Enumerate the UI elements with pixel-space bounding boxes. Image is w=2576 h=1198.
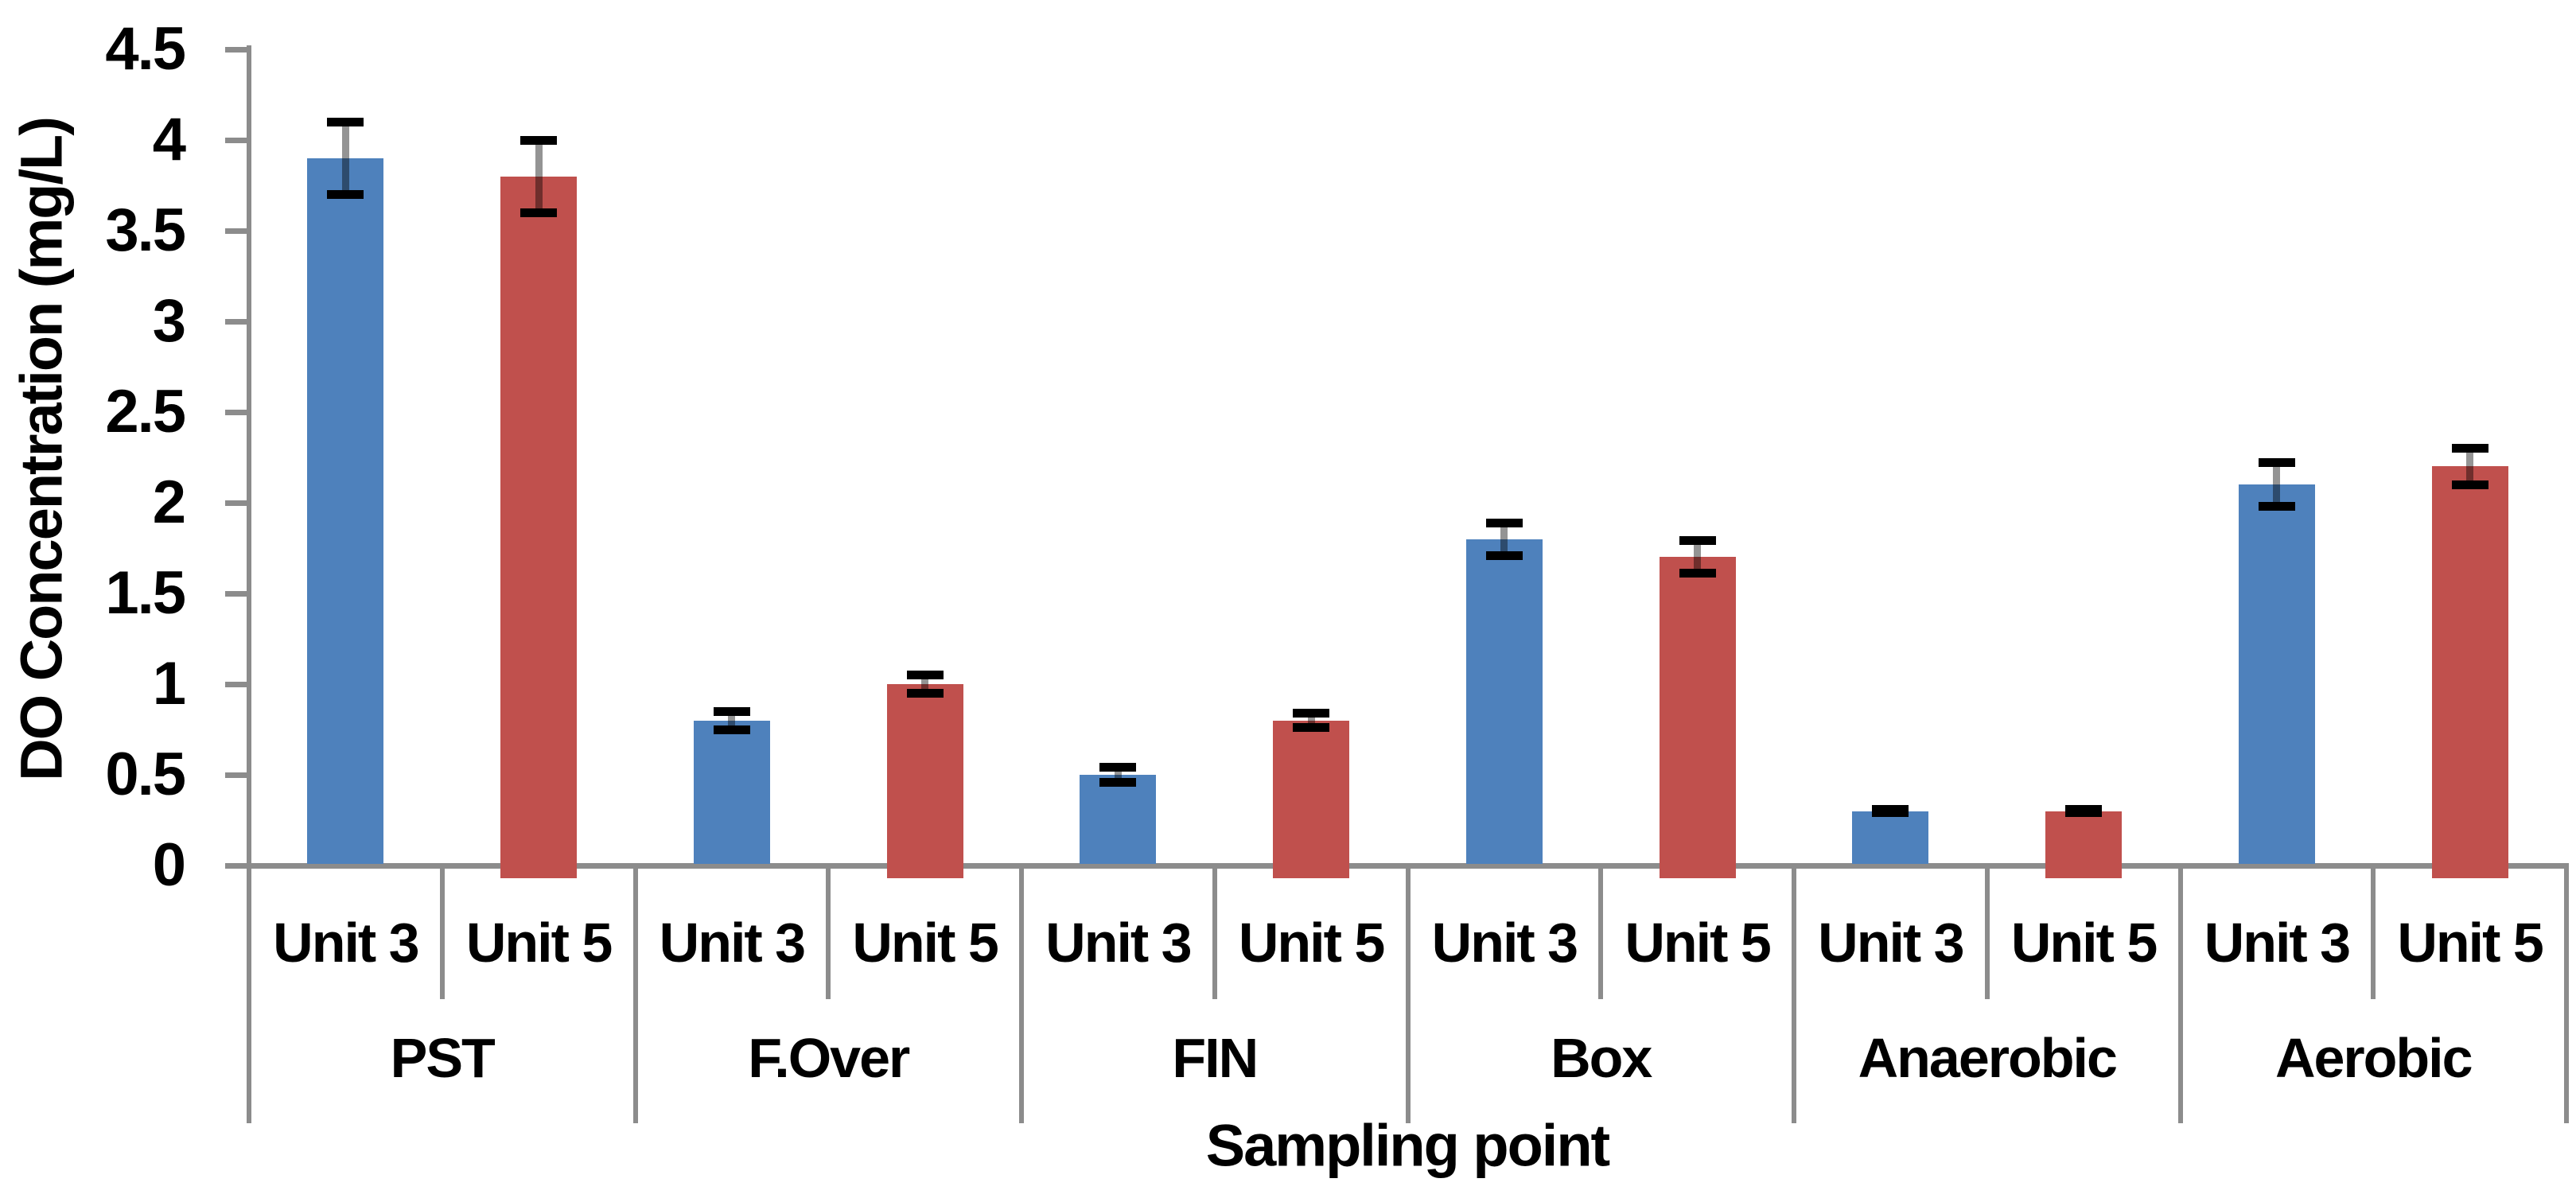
y-tick-0-5 [225, 772, 248, 778]
unit-label-anaerobic-unit-3: Unit 3 [1818, 912, 1964, 974]
group-label-anaerobic: Anaerobic [1858, 1027, 2118, 1089]
y-tick-label-4: 4 [152, 106, 186, 173]
error-whisker-f-over-unit-5 [921, 675, 929, 694]
y-tick-2 [225, 500, 248, 506]
error-cap-bottom-anaerobic-unit-5 [2065, 808, 2103, 818]
bar-anaerobic-unit-3 [1852, 811, 1929, 864]
error-cap-top-box-unit-3 [1485, 518, 1523, 527]
y-tick-label-3: 3 [152, 287, 186, 355]
error-cap-bottom-pst-unit-3 [327, 189, 364, 199]
y-tick-label-2: 2 [152, 469, 186, 536]
y-tick-0 [225, 862, 248, 869]
error-cap-top-f-over-unit-3 [713, 706, 750, 716]
group-label-box: Box [1551, 1027, 1652, 1089]
error-whisker-f-over-unit-3 [728, 711, 736, 729]
x-axis-title: Sampling point [1205, 1112, 1610, 1179]
y-tick-4-5 [225, 46, 248, 53]
bar-box-unit-5 [1659, 557, 1736, 878]
group-separator-0 [247, 869, 251, 1123]
error-cap-top-pst-unit-5 [520, 135, 558, 145]
bar-f-over-unit-5 [886, 684, 963, 878]
y-tick-label-0-5: 0.5 [105, 741, 186, 808]
bar-aerobic-unit-5 [2431, 466, 2508, 878]
group-label-aerobic: Aerobic [2274, 1027, 2473, 1089]
error-whisker-fin-unit-3 [1114, 767, 1122, 783]
y-tick-3-5 [225, 228, 248, 234]
group-separator-3 [1405, 869, 1411, 1123]
group-separator-5 [2177, 869, 2183, 1123]
unit-separator-aerobic [2371, 869, 2376, 999]
bar-box-unit-3 [1465, 539, 1543, 864]
error-cap-bottom-box-unit-3 [1485, 550, 1523, 560]
group-separator-6 [2564, 869, 2569, 1123]
y-tick-1 [225, 681, 248, 687]
unit-label-aerobic-unit-5: Unit 5 [2397, 912, 2543, 974]
unit-separator-box [1598, 869, 1604, 999]
y-tick-label-0: 0 [152, 831, 186, 899]
y-tick-3 [225, 318, 248, 325]
error-cap-bottom-fin-unit-5 [1293, 723, 1330, 733]
group-separator-2 [1019, 869, 1024, 1123]
y-tick-4 [225, 137, 248, 143]
error-whisker-pst-unit-5 [535, 140, 543, 213]
y-tick-label-3-5: 3.5 [105, 196, 186, 264]
unit-label-f-over-unit-5: Unit 5 [852, 912, 998, 974]
unit-label-anaerobic-unit-5: Unit 5 [2010, 912, 2158, 974]
y-tick-2-5 [225, 409, 248, 415]
bar-pst-unit-3 [307, 158, 384, 864]
error-cap-top-aerobic-unit-3 [2258, 458, 2295, 468]
unit-separator-f-over [826, 869, 831, 999]
group-separator-1 [632, 869, 638, 1123]
unit-label-box-unit-3: Unit 3 [1431, 912, 1578, 974]
y-tick-label-2-5: 2.5 [105, 378, 186, 445]
group-label-fin: FIN [1172, 1027, 1259, 1089]
error-whisker-pst-unit-3 [341, 122, 349, 195]
y-tick-label-1-5: 1.5 [105, 559, 186, 627]
unit-separator-pst [439, 869, 445, 999]
bar-pst-unit-5 [500, 176, 578, 878]
error-whisker-fin-unit-5 [1307, 713, 1315, 728]
error-cap-top-f-over-unit-5 [906, 671, 944, 680]
error-cap-bottom-f-over-unit-5 [906, 688, 944, 698]
y-axis-line [247, 45, 251, 1123]
unit-label-box-unit-5: Unit 5 [1625, 912, 1771, 974]
error-cap-bottom-aerobic-unit-3 [2258, 502, 2295, 511]
error-cap-bottom-f-over-unit-3 [713, 725, 750, 734]
error-whisker-aerobic-unit-5 [2466, 448, 2474, 485]
group-separator-4 [1792, 869, 1796, 1123]
error-cap-top-pst-unit-3 [327, 117, 364, 126]
group-label-f-over: F.Over [748, 1027, 910, 1089]
unit-label-pst-unit-5: Unit 5 [465, 912, 613, 974]
error-cap-top-box-unit-5 [1679, 536, 1716, 546]
bar-fin-unit-3 [1080, 775, 1157, 864]
unit-separator-anaerobic [1984, 869, 1990, 999]
unit-label-pst-unit-3: Unit 3 [273, 912, 419, 974]
group-label-pst: PST [390, 1027, 496, 1089]
bar-fin-unit-5 [1273, 720, 1350, 878]
error-whisker-box-unit-5 [1694, 540, 1702, 574]
y-tick-label-1: 1 [152, 650, 186, 718]
x-axis-line [227, 863, 2569, 869]
unit-separator-fin [1212, 869, 1217, 999]
error-cap-bottom-anaerobic-unit-3 [1872, 808, 1909, 818]
error-cap-top-aerobic-unit-5 [2451, 444, 2488, 453]
unit-label-fin-unit-3: Unit 3 [1045, 912, 1192, 974]
y-tick-label-4-5: 4.5 [105, 15, 186, 83]
error-cap-bottom-box-unit-5 [1679, 569, 1716, 578]
bar-anaerobic-unit-5 [2045, 811, 2123, 878]
bar-aerobic-unit-3 [2238, 484, 2315, 864]
error-whisker-box-unit-3 [1500, 523, 1508, 556]
unit-label-aerobic-unit-3: Unit 3 [2204, 912, 2351, 974]
error-cap-bottom-aerobic-unit-5 [2451, 480, 2488, 489]
error-whisker-aerobic-unit-3 [2273, 462, 2281, 507]
y-tick-1-5 [225, 590, 248, 597]
error-cap-top-fin-unit-3 [1099, 763, 1137, 772]
error-cap-bottom-fin-unit-3 [1099, 777, 1137, 787]
bar-f-over-unit-3 [693, 720, 770, 864]
error-cap-bottom-pst-unit-5 [520, 208, 558, 217]
unit-label-fin-unit-5: Unit 5 [1238, 912, 1385, 974]
error-cap-top-fin-unit-5 [1293, 708, 1330, 718]
unit-label-f-over-unit-3: Unit 3 [659, 912, 806, 974]
